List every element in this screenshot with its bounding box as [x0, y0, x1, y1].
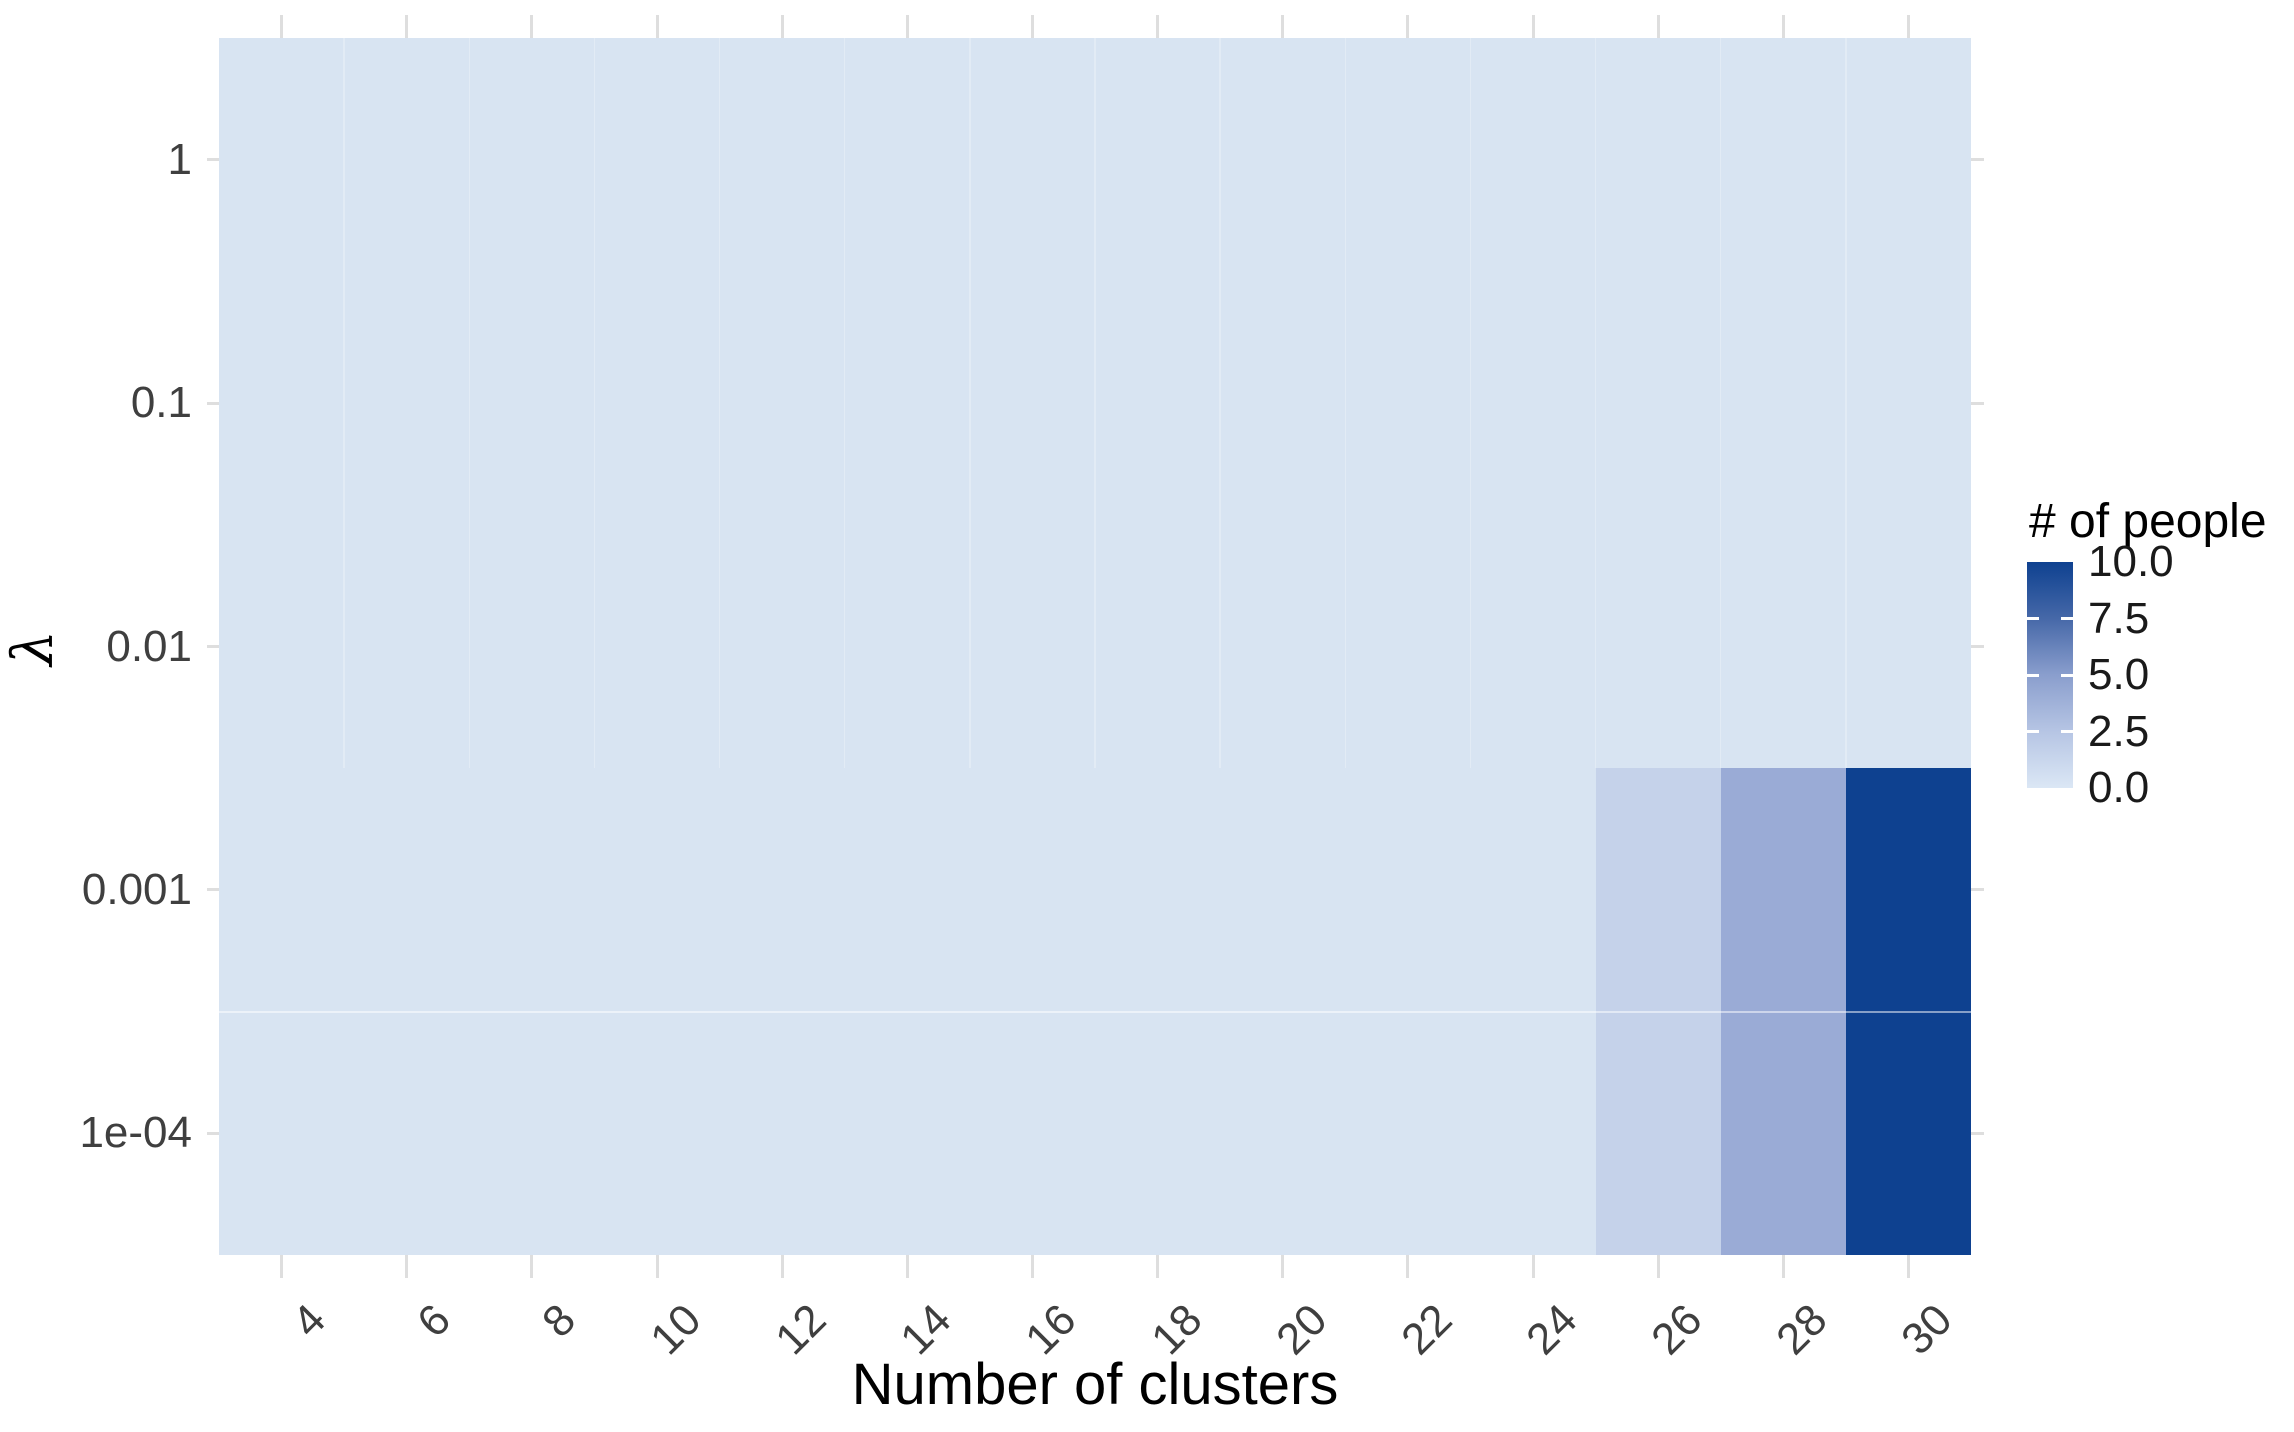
tile-seam-vertical	[593, 38, 596, 769]
x-axis-title: Number of clusters	[851, 1352, 1339, 1417]
y-axis-tick-left	[207, 158, 219, 162]
tile-seam-vertical	[1845, 38, 1847, 769]
x-tick-label: 8	[533, 1294, 586, 1347]
x-tick-label: 26	[1642, 1294, 1712, 1365]
y-axis-tick-left	[207, 1131, 219, 1135]
y-tick-label: 1	[167, 134, 192, 184]
heatmap-cell	[1720, 1011, 1846, 1255]
x-axis-tick-top	[405, 15, 409, 38]
x-axis-tick-top	[1906, 15, 1910, 38]
x-axis-tick-top	[905, 15, 909, 38]
x-axis-tick-bottom	[655, 1255, 659, 1278]
heatmap-cell	[1595, 1011, 1721, 1255]
colorbar-tick	[2061, 617, 2073, 620]
x-tick-label: 10	[641, 1294, 711, 1365]
heatmap-cell	[1720, 768, 1846, 1012]
legend-tick-label: 10.0	[2088, 537, 2174, 586]
y-tick-label: 0.001	[81, 864, 192, 914]
x-axis-tick-bottom	[1406, 1255, 1410, 1278]
x-axis-tick-top	[1531, 15, 1535, 38]
legend-tick-label: 0.0	[2088, 763, 2150, 812]
x-axis-tick-bottom	[1656, 1255, 1660, 1278]
colorbar-tick	[2061, 730, 2073, 733]
heatmap-cell	[1595, 768, 1721, 1012]
x-tick-label: 6	[408, 1294, 461, 1347]
y-axis-tick-right	[1971, 888, 1984, 892]
x-axis-tick-bottom	[1531, 1255, 1535, 1278]
x-tick-label: 28	[1767, 1294, 1837, 1365]
y-axis-tick-left	[207, 888, 219, 892]
tile-seam-vertical	[1719, 38, 1722, 769]
tile-seam-vertical	[969, 38, 971, 769]
x-axis-tick-bottom	[280, 1255, 284, 1278]
colorbar-tick	[2027, 617, 2039, 620]
y-axis-tick-left	[207, 401, 219, 405]
x-axis-tick-bottom	[905, 1255, 909, 1278]
x-axis-tick-bottom	[1781, 1255, 1785, 1278]
x-tick-label: 30	[1892, 1294, 1962, 1365]
tile-seam-vertical	[718, 38, 721, 769]
y-axis-tick-left	[207, 645, 219, 648]
x-axis-tick-bottom	[1281, 1255, 1285, 1278]
y-tick-label: 0.01	[106, 621, 192, 671]
x-axis-tick-bottom	[1030, 1255, 1034, 1278]
legend-title: # of people	[2029, 495, 2267, 548]
x-axis-tick-top	[655, 15, 659, 38]
colorbar-tick	[2027, 673, 2039, 677]
x-axis-tick-top	[530, 15, 534, 38]
x-axis-tick-top	[1781, 15, 1785, 38]
x-axis-tick-top	[1406, 15, 1410, 38]
y-axis-tick-right	[1971, 158, 1984, 162]
y-tick-label: 1e-04	[79, 1108, 192, 1158]
heatmap-cell	[1845, 768, 1971, 1012]
colorbar-tick	[2061, 673, 2073, 677]
x-tick-label: 4	[283, 1294, 336, 1347]
x-axis-tick-top	[280, 15, 284, 38]
legend-tick-label: 5.0	[2088, 650, 2150, 699]
tile-seam-vertical	[343, 38, 345, 769]
tile-seam-vertical	[1469, 38, 1472, 769]
x-axis-tick-bottom	[530, 1255, 534, 1278]
tile-seam-horizontal	[219, 1010, 1971, 1013]
x-tick-label: 22	[1392, 1294, 1462, 1365]
tile-seam-vertical	[468, 38, 471, 769]
heatmap-cell	[1845, 1011, 1971, 1255]
plot-panel	[219, 38, 1971, 1255]
x-tick-label: 12	[766, 1294, 836, 1365]
x-axis-tick-top	[1156, 15, 1160, 38]
legend-tick-label: 7.5	[2088, 593, 2150, 643]
x-axis-tick-top	[1030, 15, 1034, 38]
tile-seam-vertical	[1344, 38, 1347, 769]
tile-seam-vertical	[843, 38, 846, 769]
y-axis-tick-right	[1971, 1131, 1984, 1135]
x-axis-tick-bottom	[405, 1255, 409, 1278]
y-tick-label: 0.1	[130, 378, 192, 428]
y-axis-tick-right	[1971, 401, 1984, 405]
x-axis-tick-bottom	[1906, 1255, 1910, 1278]
colorbar-tick	[2027, 730, 2039, 733]
x-axis-tick-bottom	[780, 1255, 784, 1278]
x-axis-tick-top	[1281, 15, 1285, 38]
tile-seam-vertical	[1094, 38, 1096, 769]
y-axis-tick-right	[1971, 645, 1984, 648]
x-axis-tick-top	[1656, 15, 1660, 38]
tile-seam-vertical	[1594, 38, 1597, 769]
x-tick-label: 24	[1517, 1294, 1587, 1365]
x-axis-tick-top	[780, 15, 784, 38]
x-axis-tick-bottom	[1156, 1255, 1160, 1278]
legend-tick-label: 2.5	[2088, 706, 2150, 756]
tile-seam-vertical	[1219, 38, 1221, 769]
